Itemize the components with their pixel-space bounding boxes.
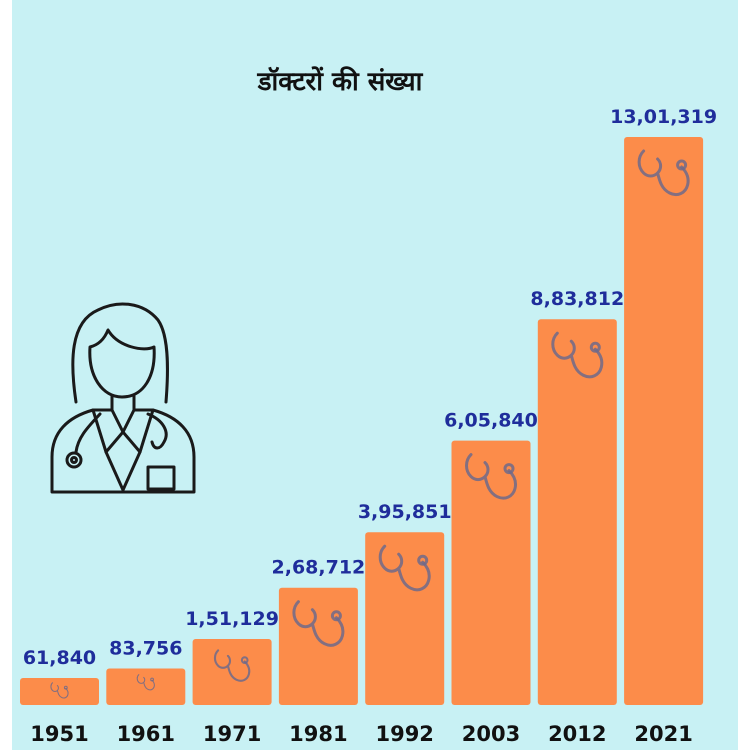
bar-1981 (278, 587, 358, 705)
value-label: 61,840 (23, 647, 96, 669)
bar-2012 (537, 319, 617, 705)
year-label: 1961 (117, 722, 175, 746)
stethoscope-icon (637, 149, 690, 197)
doctor-icon (50, 302, 196, 494)
value-label: 8,83,812 (530, 288, 624, 310)
value-label: 3,95,851 (358, 501, 452, 523)
year-label: 2003 (462, 722, 520, 746)
year-label: 1992 (375, 722, 433, 746)
value-label: 1,51,129 (185, 608, 279, 630)
stethoscope-icon (136, 674, 155, 691)
value-label: 2,68,712 (272, 557, 366, 579)
stethoscope-icon (50, 682, 69, 699)
year-label: 1981 (289, 722, 347, 746)
stethoscope-icon (292, 600, 345, 647)
stethoscope-icon (551, 331, 604, 379)
value-label: 13,01,319 (610, 106, 717, 128)
year-label: 1971 (203, 722, 261, 746)
stethoscope-icon (213, 649, 251, 682)
year-label: 1951 (30, 722, 88, 746)
stethoscope-icon (465, 453, 517, 500)
bar-2003 (451, 440, 531, 705)
year-label: 2012 (548, 722, 606, 746)
bar-1951 (20, 678, 99, 705)
value-label: 83,756 (109, 637, 182, 659)
bar-1992 (365, 532, 445, 705)
bar-1971 (192, 639, 272, 705)
bar-2021 (624, 137, 704, 705)
value-label: 6,05,840 (444, 410, 538, 432)
stethoscope-icon (378, 544, 431, 592)
chart-title: डॉक्टरों की संख्या (257, 67, 423, 97)
year-label: 2021 (634, 722, 692, 746)
